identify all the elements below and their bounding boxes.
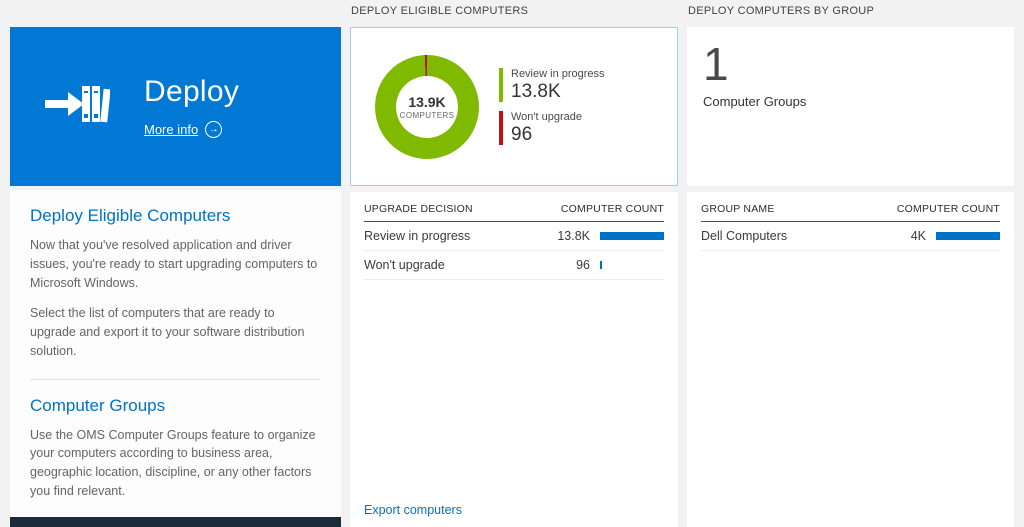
group-count-value: 1 [703,38,729,90]
section-paragraph: Now that you've resolved application and… [30,238,318,290]
legend-item-review-in-progress: Review in progress 13.8K [499,67,605,103]
section-paragraph: Use the OMS Computer Groups feature to o… [30,427,316,498]
legend-swatch-green [499,67,503,102]
deploy-info-panel: Deploy Eligible Computers Now that you'v… [10,190,341,517]
row-label: Review in progress [364,229,471,243]
row-bar-track [600,232,664,240]
column-group-name: GROUP NAME [701,203,775,215]
info-section-eligible-computers: Deploy Eligible Computers Now that you'v… [30,190,321,379]
column-header-eligible-computers: DEPLOY ELIGIBLE COMPUTERS [351,5,529,17]
column-computer-count: COMPUTER COUNT [896,203,1000,215]
column-upgrade-decision: UPGRADE DECISION [364,203,473,215]
row-label: Dell Computers [701,229,788,243]
legend-value: 96 [511,123,533,145]
more-info-link[interactable]: More info [144,122,199,137]
eligible-computers-tile[interactable]: 13.9K COMPUTERS Review in progress 13.8K… [350,27,678,186]
row-bar-track [600,261,664,269]
table-row[interactable]: Review in progress 13.8K [364,222,664,251]
export-computers-link[interactable]: Export computers [364,503,462,517]
row-value: 13.8K [557,229,590,243]
table-header: UPGRADE DECISION COMPUTER COUNT [364,192,664,222]
arrow-right-circle-icon[interactable]: → [205,121,223,138]
deploy-icon [44,81,111,132]
deploy-tile[interactable]: Deploy More info → [10,27,341,186]
group-table-panel: GROUP NAME COMPUTER COUNT Dell Computers… [687,192,1014,527]
table-row[interactable]: Dell Computers 4K [701,222,1000,251]
donut-center-value: 13.9K [408,93,446,110]
legend-swatch-red [499,110,503,145]
row-bar-track [936,232,1000,240]
row-label: Won't upgrade [364,258,445,272]
info-section-computer-groups: Computer Groups Use the OMS Computer Gro… [30,378,321,517]
donut-legend: Review in progress 13.8K Won't upgrade 9… [499,67,605,146]
section-heading: Deploy Eligible Computers [30,206,231,225]
legend-label: Review in progress [511,67,605,80]
deploy-tile-text: Deploy More info → [144,75,239,138]
deploy-tile-title: Deploy [144,75,240,108]
row-bar [600,261,602,269]
donut-center-label: COMPUTERS [399,110,455,120]
table-header: GROUP NAME COMPUTER COUNT [701,192,1000,222]
donut-chart[interactable]: 13.9K COMPUTERS [375,54,479,159]
row-value: 4K [910,229,926,243]
next-tile-edge [10,517,341,527]
donut-center: 13.9K COMPUTERS [396,75,458,138]
table-row[interactable]: Won't upgrade 96 [364,251,664,280]
column-computer-count: COMPUTER COUNT [560,203,664,215]
section-paragraph: Select the list of computers that are re… [30,306,305,358]
legend-label: Won't upgrade [511,110,583,123]
row-bar [600,232,664,240]
section-heading: Computer Groups [30,395,166,415]
legend-item-wont-upgrade: Won't upgrade 96 [499,110,605,146]
upgrade-decision-table-panel: UPGRADE DECISION COMPUTER COUNT Review i… [350,192,678,527]
computer-groups-tile[interactable]: 1 Computer Groups [687,27,1014,186]
row-value: 96 [576,258,590,272]
group-count-label: Computer Groups [703,93,807,109]
row-bar [936,232,1000,240]
legend-value: 13.8K [511,80,561,102]
column-header-computers-by-group: DEPLOY COMPUTERS BY GROUP [688,5,875,17]
